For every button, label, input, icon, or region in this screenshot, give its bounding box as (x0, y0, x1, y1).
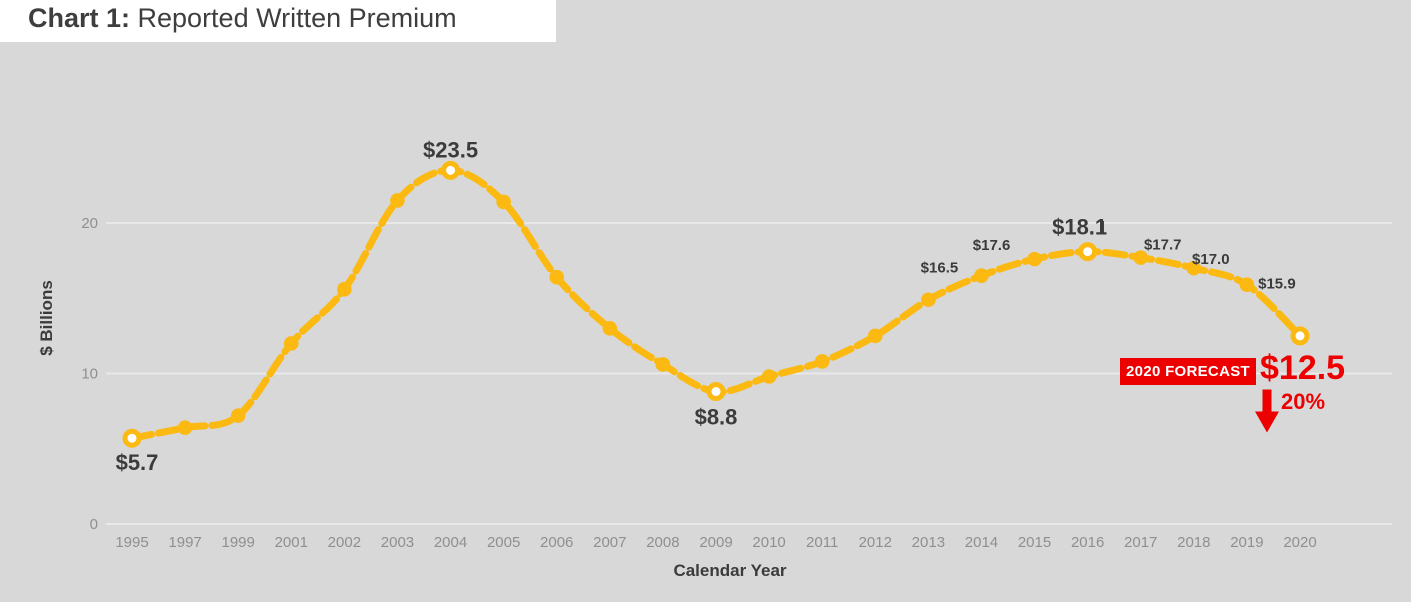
data-point-marker (655, 357, 671, 372)
x-axis-title: Calendar Year (673, 561, 787, 580)
x-tick-label: 2016 (1071, 534, 1104, 551)
x-tick-label: 2001 (275, 534, 308, 551)
x-tick-label: 2006 (540, 534, 573, 551)
x-tick-label: 1999 (221, 534, 254, 551)
x-tick-label: 2011 (806, 534, 838, 551)
data-point-marker (1133, 250, 1149, 265)
data-point-marker (337, 281, 352, 297)
data-point-marker (761, 369, 777, 384)
x-tick-label: 2012 (859, 534, 892, 551)
x-tick-label: 2017 (1124, 534, 1157, 551)
data-point-marker (921, 292, 936, 308)
x-tick-label: 2019 (1230, 534, 1263, 551)
chart-title-text: Reported Written Premium (130, 3, 457, 33)
data-point-marker (230, 408, 246, 423)
x-tick-label: 2004 (434, 534, 467, 551)
data-point-marker (974, 268, 989, 283)
x-tick-label: 2014 (965, 534, 998, 551)
page-title: Chart 1: Reported Written Premium (28, 3, 457, 34)
data-point-marker (390, 193, 405, 208)
data-point-marker-highlight (706, 382, 726, 402)
chart-title-prefix: Chart 1: (28, 3, 131, 33)
down-arrow-icon (1255, 389, 1279, 433)
data-point-label: $5.7 (116, 450, 159, 475)
x-tick-label: 1995 (115, 534, 148, 551)
data-point-label: $23.5 (423, 137, 478, 162)
y-tick-label: 10 (81, 366, 98, 383)
forecast-change-percent: 20% (1281, 389, 1326, 414)
x-tick-label: 2018 (1177, 534, 1210, 551)
y-tick-label: 0 (90, 516, 98, 533)
data-point-label: $18.1 (1052, 215, 1107, 240)
cursor-artifact (1101, 221, 1104, 234)
data-point-marker-highlight (1290, 326, 1310, 346)
forecast-value: $12.5 (1260, 349, 1346, 387)
x-tick-label: 2002 (328, 534, 361, 551)
data-point-label: $15.9 (1258, 276, 1296, 293)
data-point-marker-highlight (441, 160, 461, 180)
x-tick-label: 2020 (1283, 534, 1316, 551)
data-point-label: $8.8 (695, 405, 738, 430)
y-tick-label: 20 (81, 215, 98, 232)
data-point-label: $17.0 (1192, 251, 1230, 268)
x-tick-label: 1997 (168, 534, 201, 551)
x-tick-label: 2010 (752, 534, 785, 551)
data-point-marker (1186, 260, 1202, 276)
data-point-marker-highlight (122, 428, 142, 448)
data-point-marker (549, 269, 565, 285)
x-tick-label: 2008 (646, 534, 679, 551)
data-point-marker (1239, 277, 1255, 293)
x-tick-label: 2003 (381, 534, 414, 551)
data-point-marker (177, 420, 193, 435)
data-point-label: $17.6 (973, 237, 1011, 254)
data-point-marker (602, 321, 618, 336)
data-point-label: $16.5 (921, 260, 959, 277)
data-point-marker (496, 194, 511, 210)
x-tick-label: 2009 (699, 534, 732, 551)
data-point-marker (1027, 251, 1042, 267)
x-tick-label: 2013 (912, 534, 945, 551)
forecast-badge: 2020 FORECAST (1120, 358, 1256, 385)
data-point-marker (283, 336, 299, 351)
data-point-marker (867, 328, 883, 344)
data-point-marker (814, 354, 830, 369)
data-point-label: $17.7 (1144, 237, 1182, 254)
x-tick-label: 2005 (487, 534, 520, 551)
x-tick-label: 2015 (1018, 534, 1051, 551)
data-point-marker-highlight (1078, 242, 1098, 262)
title-band: Chart 1: Reported Written Premium (0, 0, 556, 42)
y-axis-title: $ Billions (37, 280, 56, 356)
x-tick-label: 2007 (593, 534, 626, 551)
